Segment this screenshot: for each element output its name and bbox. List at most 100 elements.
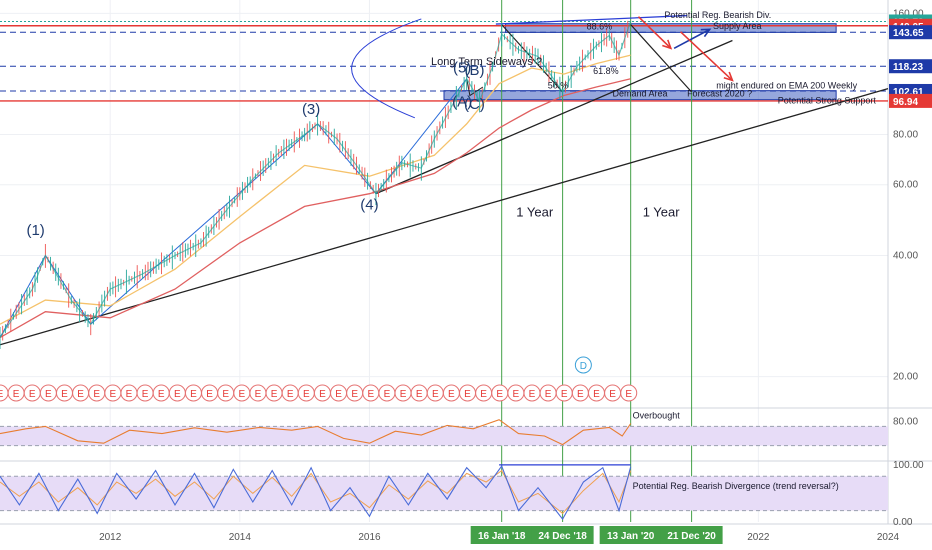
earnings-marker-label: E: [561, 389, 568, 400]
earnings-marker-label: E: [77, 389, 84, 400]
earnings-marker-label: E: [174, 389, 181, 400]
earnings-marker-label: E: [142, 389, 149, 400]
wave-label: (3): [302, 101, 320, 118]
annotation-label: might endured on EMA 200 Weekly: [716, 81, 857, 91]
earnings-marker-label: E: [222, 389, 229, 400]
earnings-marker-label: E: [110, 389, 117, 400]
wave-label: (B): [464, 62, 484, 79]
annotation-label: Potential Strong Support: [778, 96, 877, 106]
earnings-marker-label: E: [13, 389, 20, 400]
earnings-marker-label: E: [319, 389, 326, 400]
forecast-arrow-head: [723, 71, 734, 82]
time-tick-label: 2016: [358, 532, 381, 543]
forecast-bounce-arrow-head: [700, 28, 712, 38]
annotation-label: Long Term Sideways ?: [431, 56, 542, 68]
date-badge: [531, 526, 594, 544]
level-badge-label: 118.23: [893, 62, 923, 73]
annotation-label: Supply Area: [713, 21, 762, 31]
dividend-marker-label: D: [580, 361, 587, 372]
earnings-marker-label: E: [255, 389, 262, 400]
earnings-marker-label: E: [335, 389, 342, 400]
time-tick-label: 2024: [877, 532, 900, 543]
earnings-marker-label: E: [609, 389, 616, 400]
time-tick-label: 2022: [747, 532, 770, 543]
earnings-marker-label: E: [158, 389, 165, 400]
forecast-bounce-arrow: [673, 28, 711, 50]
earnings-marker-label: E: [464, 389, 471, 400]
rsi-annotation: Overbought: [633, 411, 681, 421]
stoch-k-line: [0, 464, 632, 521]
earnings-marker-label: E: [29, 389, 36, 400]
wave-label: (5): [453, 60, 471, 77]
earnings-marker-label: E: [529, 389, 536, 400]
price-tick-label: 40.00: [893, 251, 918, 262]
earnings-marker-label: E: [61, 389, 68, 400]
abc-correction-path: [466, 78, 484, 97]
wave-label: (1): [26, 222, 44, 239]
forecast-arrow: [637, 16, 672, 49]
wave-label: (C): [464, 96, 485, 113]
date-badge: [470, 526, 533, 544]
earnings-marker-label: E: [206, 389, 213, 400]
earnings-marker-label: E: [416, 389, 423, 400]
stoch-annotation: Potential Reg. Bearish Divergence (trend…: [633, 481, 839, 491]
price-tick-label: 20.00: [893, 372, 918, 383]
rsi-tick-label: 80.00: [893, 417, 918, 428]
annotation-label: 88.6%: [587, 21, 613, 31]
date-badge-label: 13 Jan '20: [607, 531, 655, 542]
level-badge-label: 102.61: [893, 87, 924, 98]
ema-line: [0, 78, 631, 339]
dividend-marker: [574, 356, 592, 374]
sideways-arc: [351, 18, 422, 119]
time-tick-label: 2014: [229, 532, 252, 543]
level-badge: [889, 25, 932, 40]
forecast-arrow: [680, 31, 733, 82]
level-badge: [889, 93, 932, 108]
date-badge: [660, 526, 723, 544]
earnings-markers: EEEEEEEEEEEEEEEEEEEEEEEEEEEEEEEEEEEEEEEE: [0, 384, 638, 402]
date-badge: [599, 526, 662, 544]
annotation-label: 1 Year: [516, 205, 554, 220]
stoch-tick-label: 0.00: [893, 517, 913, 528]
annotation-label: 50.%: [548, 81, 569, 91]
rsi-line: [0, 419, 632, 446]
annotation-label: 61.8%: [593, 66, 619, 76]
level-badge: [889, 59, 932, 74]
earnings-marker-label: E: [448, 389, 455, 400]
rsi-band: [0, 426, 888, 446]
annotation-label: Potential Reg. Bearish Div.: [664, 10, 771, 20]
earnings-marker-label: E: [45, 389, 52, 400]
price-tick-label: 80.00: [893, 129, 918, 140]
date-badge-label: 21 Dec '20: [667, 531, 716, 542]
forecast-arrow-head: [662, 39, 673, 50]
annotation-label: 1 Year: [643, 205, 681, 220]
bearish-divergence-price-line: [495, 14, 688, 25]
wave-label: (4): [360, 197, 378, 214]
date-badge-label: 16 Jan '18: [478, 531, 526, 542]
earnings-marker-label: E: [577, 389, 584, 400]
earnings-marker-label: E: [351, 389, 358, 400]
earnings-marker-label: E: [271, 389, 278, 400]
earnings-marker-label: E: [238, 389, 245, 400]
earnings-marker-label: E: [0, 389, 4, 400]
earnings-marker-label: E: [93, 389, 100, 400]
earnings-marker-label: E: [545, 389, 552, 400]
earnings-marker-label: E: [384, 389, 391, 400]
earnings-marker-label: E: [303, 389, 310, 400]
long-term-support-trendline: [0, 87, 889, 346]
earnings-marker-label: E: [400, 389, 407, 400]
earnings-marker-label: E: [190, 389, 197, 400]
price-tick-label: 160.00: [893, 8, 924, 19]
earnings-marker: [620, 384, 638, 402]
earnings-marker-label: E: [513, 389, 520, 400]
earnings-marker-label: E: [593, 389, 600, 400]
level-badge-label: 96.94: [893, 97, 918, 108]
level-badge-label: 143.65: [893, 28, 924, 39]
date-badge-label: 24 Dec '18: [538, 531, 587, 542]
earnings-marker-label: E: [625, 389, 632, 400]
zone-supply-area: [505, 23, 837, 33]
annotation-label: Demand Area: [613, 88, 668, 98]
earnings-marker-label: E: [432, 389, 439, 400]
stoch-tick-label: 100.00: [893, 460, 924, 471]
